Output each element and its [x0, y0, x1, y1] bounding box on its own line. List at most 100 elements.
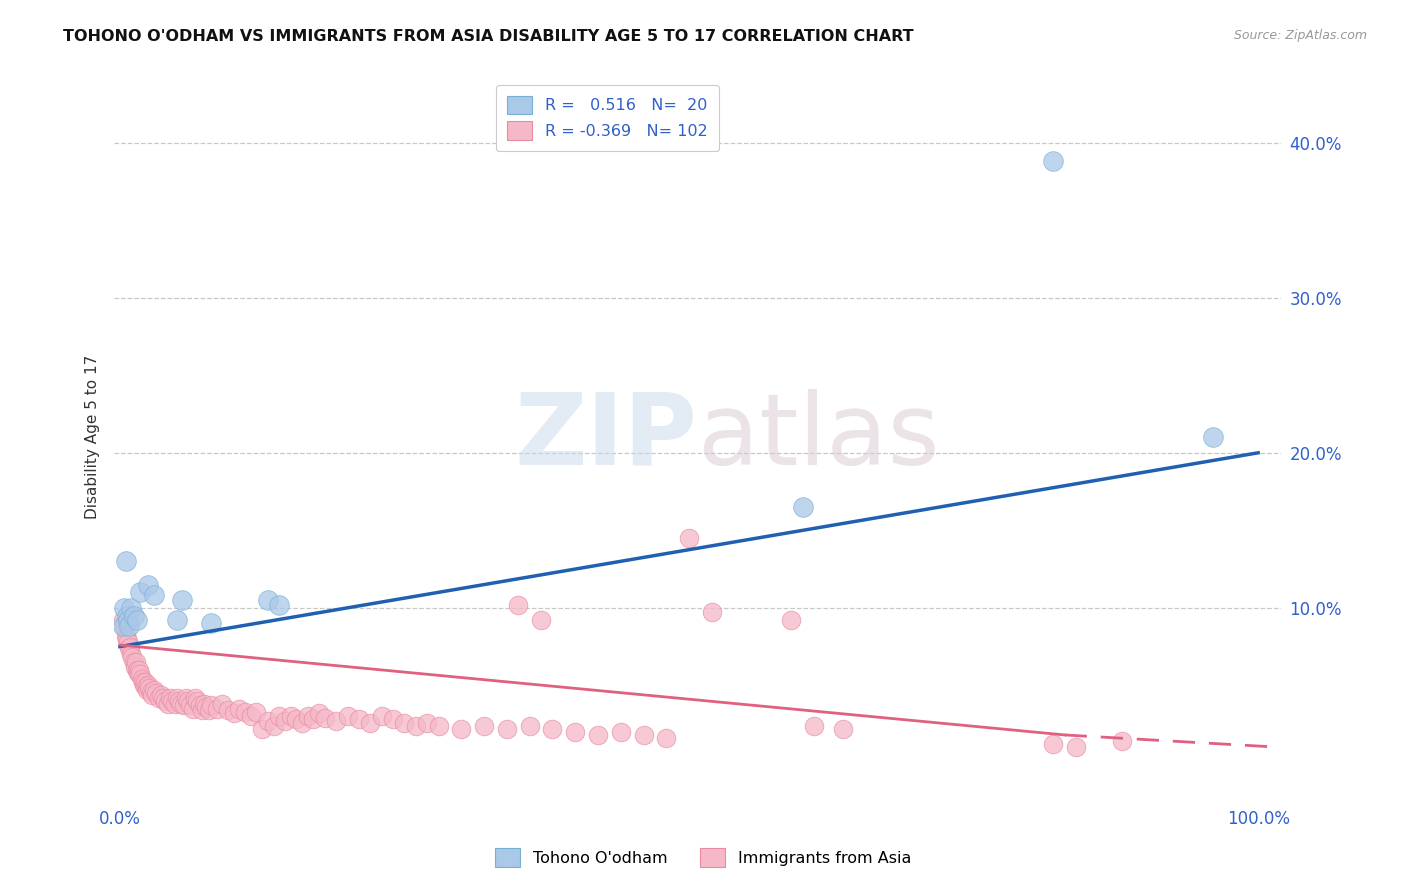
Point — [700, 606, 723, 620]
Point — [186, 694, 208, 708]
Point — [197, 703, 219, 717]
Point — [633, 728, 655, 742]
Point — [564, 724, 586, 739]
Point — [138, 577, 160, 591]
Point — [167, 694, 190, 708]
Point — [166, 613, 188, 627]
Point — [114, 600, 136, 615]
Point — [678, 531, 700, 545]
Point — [162, 694, 184, 708]
Point — [263, 719, 285, 733]
Point — [427, 719, 450, 733]
Point — [803, 719, 825, 733]
Point — [117, 613, 139, 627]
Point — [122, 608, 145, 623]
Point — [166, 690, 188, 705]
Point — [1042, 154, 1064, 169]
Point — [132, 678, 155, 692]
Point — [174, 690, 197, 705]
Point — [141, 688, 163, 702]
Point — [370, 709, 392, 723]
Point — [163, 697, 186, 711]
Point — [191, 703, 214, 717]
Point — [1064, 740, 1087, 755]
Point — [200, 616, 222, 631]
Point — [285, 713, 308, 727]
Point — [325, 714, 347, 728]
Point — [118, 619, 141, 633]
Point — [274, 714, 297, 728]
Point — [114, 629, 136, 643]
Point — [347, 713, 370, 727]
Point — [129, 585, 152, 599]
Point — [112, 619, 135, 633]
Point — [609, 724, 631, 739]
Point — [148, 690, 170, 705]
Point — [138, 681, 160, 696]
Point — [112, 613, 135, 627]
Point — [131, 675, 153, 690]
Point — [405, 719, 427, 733]
Point — [508, 598, 530, 612]
Point — [269, 709, 291, 723]
Point — [541, 722, 564, 736]
Point — [139, 684, 162, 698]
Point — [138, 678, 160, 692]
Point — [118, 641, 141, 656]
Point — [181, 701, 204, 715]
Point — [200, 698, 222, 713]
Point — [120, 640, 142, 654]
Point — [143, 589, 166, 603]
Point — [1201, 430, 1223, 444]
Point — [308, 706, 330, 721]
Point — [173, 698, 195, 713]
Point — [184, 690, 207, 705]
Point — [472, 719, 495, 733]
Point — [129, 667, 152, 681]
Point — [1111, 734, 1133, 748]
Point — [143, 683, 166, 698]
Point — [257, 714, 280, 728]
Point — [125, 655, 148, 669]
Point — [792, 500, 814, 514]
Point — [195, 700, 218, 714]
Text: Source: ZipAtlas.com: Source: ZipAtlas.com — [1233, 29, 1367, 42]
Point — [250, 722, 273, 736]
Point — [115, 632, 138, 646]
Point — [152, 690, 174, 705]
Point — [831, 722, 853, 736]
Point — [416, 715, 439, 730]
Point — [121, 650, 143, 665]
Point — [450, 722, 472, 736]
Text: ZIP: ZIP — [515, 389, 697, 486]
Point — [205, 701, 228, 715]
Point — [519, 719, 541, 733]
Point — [125, 663, 148, 677]
Point — [257, 593, 280, 607]
Point — [127, 665, 149, 680]
Point — [122, 655, 145, 669]
Point — [530, 613, 553, 627]
Point — [394, 715, 416, 730]
Point — [302, 713, 325, 727]
Point — [280, 709, 302, 723]
Point — [245, 705, 267, 719]
Point — [193, 697, 215, 711]
Point — [655, 731, 678, 745]
Point — [586, 728, 609, 742]
Text: TOHONO O'ODHAM VS IMMIGRANTS FROM ASIA DISABILITY AGE 5 TO 17 CORRELATION CHART: TOHONO O'ODHAM VS IMMIGRANTS FROM ASIA D… — [63, 29, 914, 44]
Point — [188, 698, 211, 713]
Point — [780, 613, 803, 627]
Point — [297, 709, 319, 723]
Point — [120, 600, 142, 615]
Point — [145, 686, 167, 700]
Point — [120, 648, 142, 662]
Point — [117, 635, 139, 649]
Point — [159, 690, 181, 705]
Point — [359, 715, 381, 730]
Point — [239, 709, 262, 723]
Point — [382, 713, 405, 727]
Point — [125, 613, 148, 627]
Point — [149, 688, 172, 702]
Y-axis label: Disability Age 5 to 17: Disability Age 5 to 17 — [86, 355, 100, 519]
